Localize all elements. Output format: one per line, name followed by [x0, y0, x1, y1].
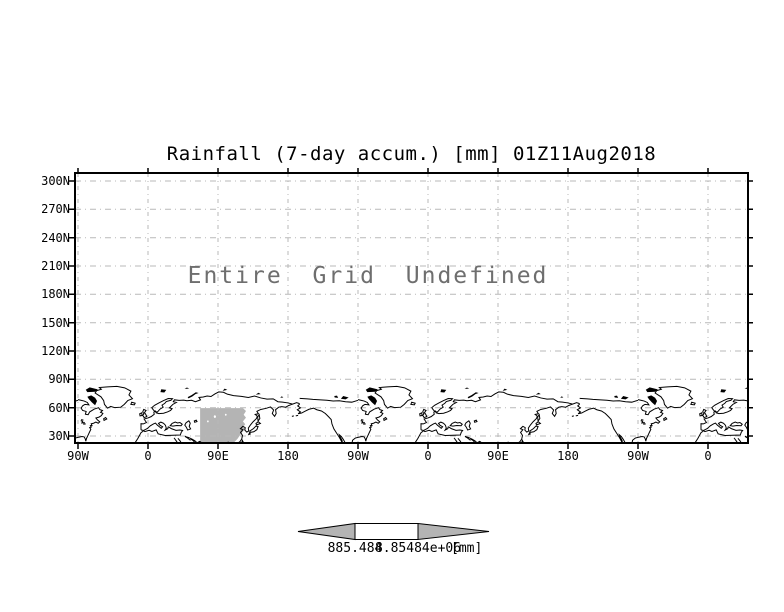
y-tick-label: 240N: [41, 231, 70, 245]
x-tick-label: 90E: [207, 449, 229, 463]
x-tick-label: 90E: [487, 449, 509, 463]
y-tick-label: 300N: [41, 174, 70, 188]
x-tick-label: 180: [557, 449, 579, 463]
axis-ticks: [69, 168, 753, 449]
plot-frame: [69, 168, 753, 449]
x-tick-label: 90W: [67, 449, 89, 463]
colorbar: [297, 522, 490, 541]
colorbar-right-value: 8.85484e+06: [374, 541, 462, 556]
x-tick-label: 180: [277, 449, 299, 463]
y-tick-label: 180N: [41, 287, 70, 301]
colorbar-left-value: 885.484: [327, 541, 383, 556]
y-tick-label: 90N: [48, 372, 70, 386]
x-tick-label: 90W: [347, 449, 369, 463]
x-tick-label: 90W: [627, 449, 649, 463]
x-tick-label: 0: [704, 449, 712, 463]
y-tick-label: 30N: [48, 429, 70, 443]
y-tick-label: 270N: [41, 202, 70, 216]
colorbar-unit-label: [mm]: [451, 541, 483, 556]
colorbar-left-arrow: [297, 522, 356, 541]
x-tick-label: 0: [144, 449, 152, 463]
grid-undefined-message: Entire Grid Undefined: [187, 263, 549, 289]
y-tick-label: 60N: [48, 401, 70, 415]
y-tick-label: 150N: [41, 316, 70, 330]
plot-title: Rainfall (7-day accum.) [mm] 01Z11Aug201…: [166, 143, 657, 165]
x-tick-label: 0: [424, 449, 432, 463]
y-tick-label: 120N: [41, 344, 70, 358]
shaded-data-region: [200, 408, 247, 443]
colorbar-right-arrow: [417, 522, 490, 541]
colorbar-box: [354, 523, 419, 540]
y-tick-label: 210N: [41, 259, 70, 273]
